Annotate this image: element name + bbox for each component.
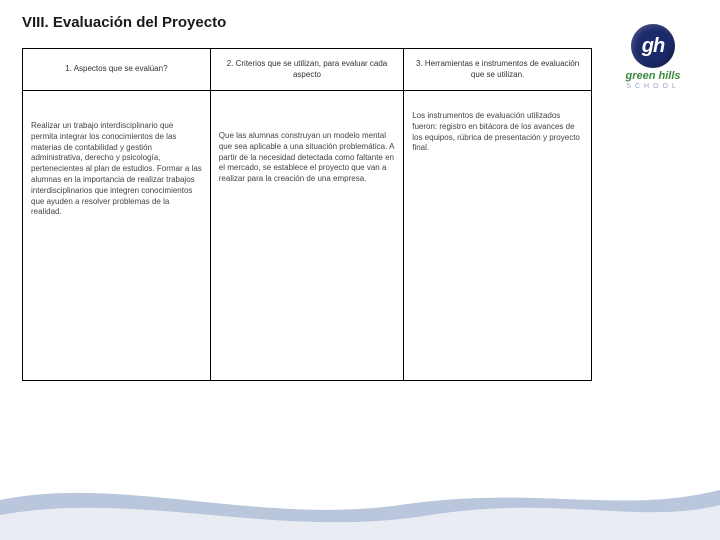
table-cell: Los instrumentos de evaluación utilizado…	[404, 91, 592, 381]
table-header: 1. Aspectos que se evalúan?	[23, 49, 211, 91]
footer-wave	[0, 470, 720, 540]
table-header: 3. Herramientas e instrumentos de evalua…	[404, 49, 592, 91]
evaluation-table: 1. Aspectos que se evalúan? 2. Criterios…	[22, 48, 592, 381]
logo-badge: gh	[631, 24, 675, 68]
table-row: Realizar un trabajo interdisciplinario q…	[23, 91, 592, 381]
table-cell: Que las alumnas construyan un modelo men…	[210, 91, 403, 381]
logo-sub-text: SCHOOL	[608, 83, 698, 90]
logo-main-text: green hills	[608, 70, 698, 82]
page-title: VIII. Evaluación del Proyecto	[22, 14, 226, 31]
logo: gh green hills SCHOOL	[608, 24, 698, 90]
table-header: 2. Criterios que se utilizan, para evalu…	[210, 49, 403, 91]
logo-initials: gh	[642, 35, 664, 58]
table-cell: Realizar un trabajo interdisciplinario q…	[23, 91, 211, 381]
table-header-row: 1. Aspectos que se evalúan? 2. Criterios…	[23, 49, 592, 91]
